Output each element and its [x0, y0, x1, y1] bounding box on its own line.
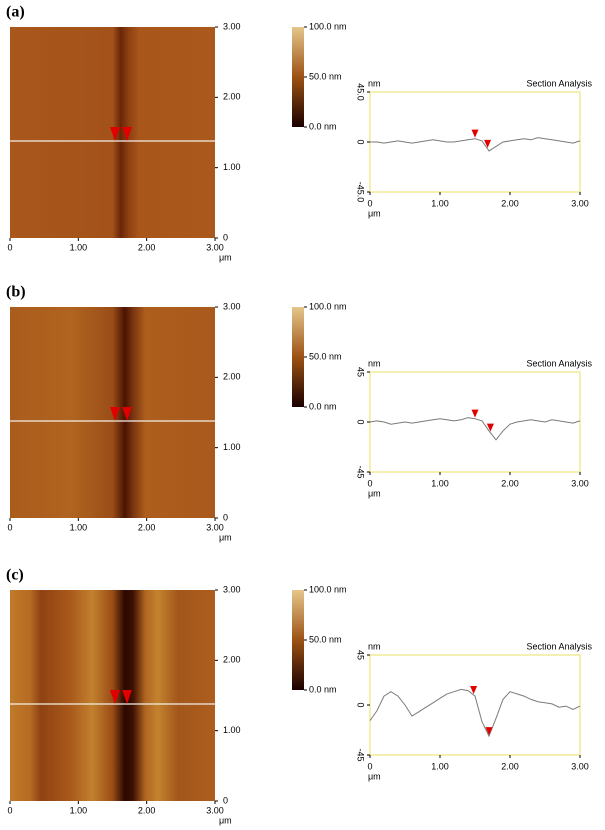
y-tick-label: 0 — [356, 139, 366, 144]
y-tick-label: 0 — [356, 702, 366, 707]
x-tick-label: 1.00 — [431, 478, 449, 488]
x-axis-label: μm — [368, 208, 381, 218]
x-unit: μm — [219, 815, 232, 825]
x-tick-label: 2.00 — [138, 242, 156, 252]
x-tick-label: 3.00 — [206, 242, 224, 252]
profile-line — [370, 137, 581, 152]
y-tick-label: 1.00 — [223, 162, 241, 172]
y-tick-label: -45 — [356, 465, 366, 478]
section-marker — [471, 409, 479, 418]
x-unit: μm — [219, 252, 232, 262]
x-tick-label: 3.00 — [571, 761, 589, 771]
y-tick-label: 1.00 — [223, 725, 241, 735]
x-tick-label: 3.00 — [571, 478, 589, 488]
y-tick-label: 0 — [223, 232, 228, 242]
x-tick-label: 0 — [367, 761, 372, 771]
y-tick-label: 0 — [223, 795, 228, 805]
chart-title: Section Analysis — [526, 641, 592, 651]
panel-label: (b) — [6, 284, 26, 301]
section-marker — [471, 129, 479, 138]
x-tick-label: 1.00 — [431, 198, 449, 208]
x-tick-label: 1.00 — [70, 242, 88, 252]
y-tick-label: 2.00 — [223, 372, 241, 382]
cursor-marker — [110, 127, 132, 141]
x-tick-label: 3.00 — [571, 198, 589, 208]
x-tick-label: 3.00 — [206, 805, 224, 815]
y-tick-label: 45.0 — [356, 83, 366, 101]
section-marker — [485, 727, 493, 736]
x-tick-label: 1.00 — [431, 761, 449, 771]
colorbar-label: 100.0 nm — [309, 21, 347, 31]
y-tick-label: 3.00 — [223, 584, 241, 594]
plot-frame — [369, 91, 581, 193]
cursor-marker — [110, 407, 132, 421]
plot-frame — [369, 371, 581, 473]
x-axis-label: μm — [368, 771, 381, 781]
y-axis-label: nm — [368, 358, 381, 368]
x-axis-label: μm — [368, 488, 381, 498]
colorbar — [292, 307, 304, 407]
x-tick-label: 0 — [367, 478, 372, 488]
x-tick-label: 0 — [367, 198, 372, 208]
chart-title: Section Analysis — [526, 78, 592, 88]
panel-label: (a) — [6, 4, 25, 21]
colorbar-label: 50.0 nm — [309, 351, 342, 361]
y-tick-label: 45 — [356, 650, 366, 660]
y-tick-label: 2.00 — [223, 92, 241, 102]
profile-line — [369, 417, 581, 441]
x-tick-label: 1.00 — [70, 522, 88, 532]
y-tick-label: 3.00 — [223, 301, 241, 311]
y-tick-label: 1.00 — [223, 442, 241, 452]
x-tick-label: 2.00 — [501, 198, 519, 208]
colorbar-label: 50.0 nm — [309, 71, 342, 81]
colorbar-label: 100.0 nm — [309, 301, 347, 311]
y-axis-label: nm — [368, 641, 381, 651]
x-tick-label: 2.00 — [501, 761, 519, 771]
x-tick-label: 2.00 — [138, 522, 156, 532]
y-tick-label: -45 — [356, 748, 366, 761]
plot-frame — [369, 654, 581, 756]
x-tick-label: 0 — [7, 242, 12, 252]
y-tick-label: 3.00 — [223, 21, 241, 31]
x-tick-label: 3.00 — [206, 522, 224, 532]
colorbar-label: 50.0 nm — [309, 634, 342, 644]
x-tick-label: 1.00 — [70, 805, 88, 815]
x-tick-label: 0 — [7, 805, 12, 815]
chart-title: Section Analysis — [526, 358, 592, 368]
colorbar — [292, 27, 304, 127]
section-marker — [484, 139, 492, 148]
x-unit: μm — [219, 532, 232, 542]
panel-label: (c) — [6, 567, 24, 584]
section-marker — [470, 686, 478, 694]
colorbar — [292, 590, 304, 690]
x-tick-label: 0 — [7, 522, 12, 532]
x-tick-label: 2.00 — [138, 805, 156, 815]
y-tick-label: -45.0 — [356, 182, 366, 203]
colorbar-label: 0.0 nm — [309, 401, 337, 411]
colorbar-label: 100.0 nm — [309, 584, 347, 594]
cursor-marker — [110, 690, 132, 704]
y-axis-label: nm — [368, 78, 381, 88]
x-tick-label: 2.00 — [501, 478, 519, 488]
y-tick-label: 45 — [356, 367, 366, 377]
profile-line — [369, 688, 581, 738]
colorbar-label: 0.0 nm — [309, 684, 337, 694]
y-tick-label: 0 — [356, 419, 366, 424]
colorbar-label: 0.0 nm — [309, 121, 337, 131]
y-tick-label: 2.00 — [223, 655, 241, 665]
y-tick-label: 0 — [223, 512, 228, 522]
section-marker — [486, 423, 494, 432]
